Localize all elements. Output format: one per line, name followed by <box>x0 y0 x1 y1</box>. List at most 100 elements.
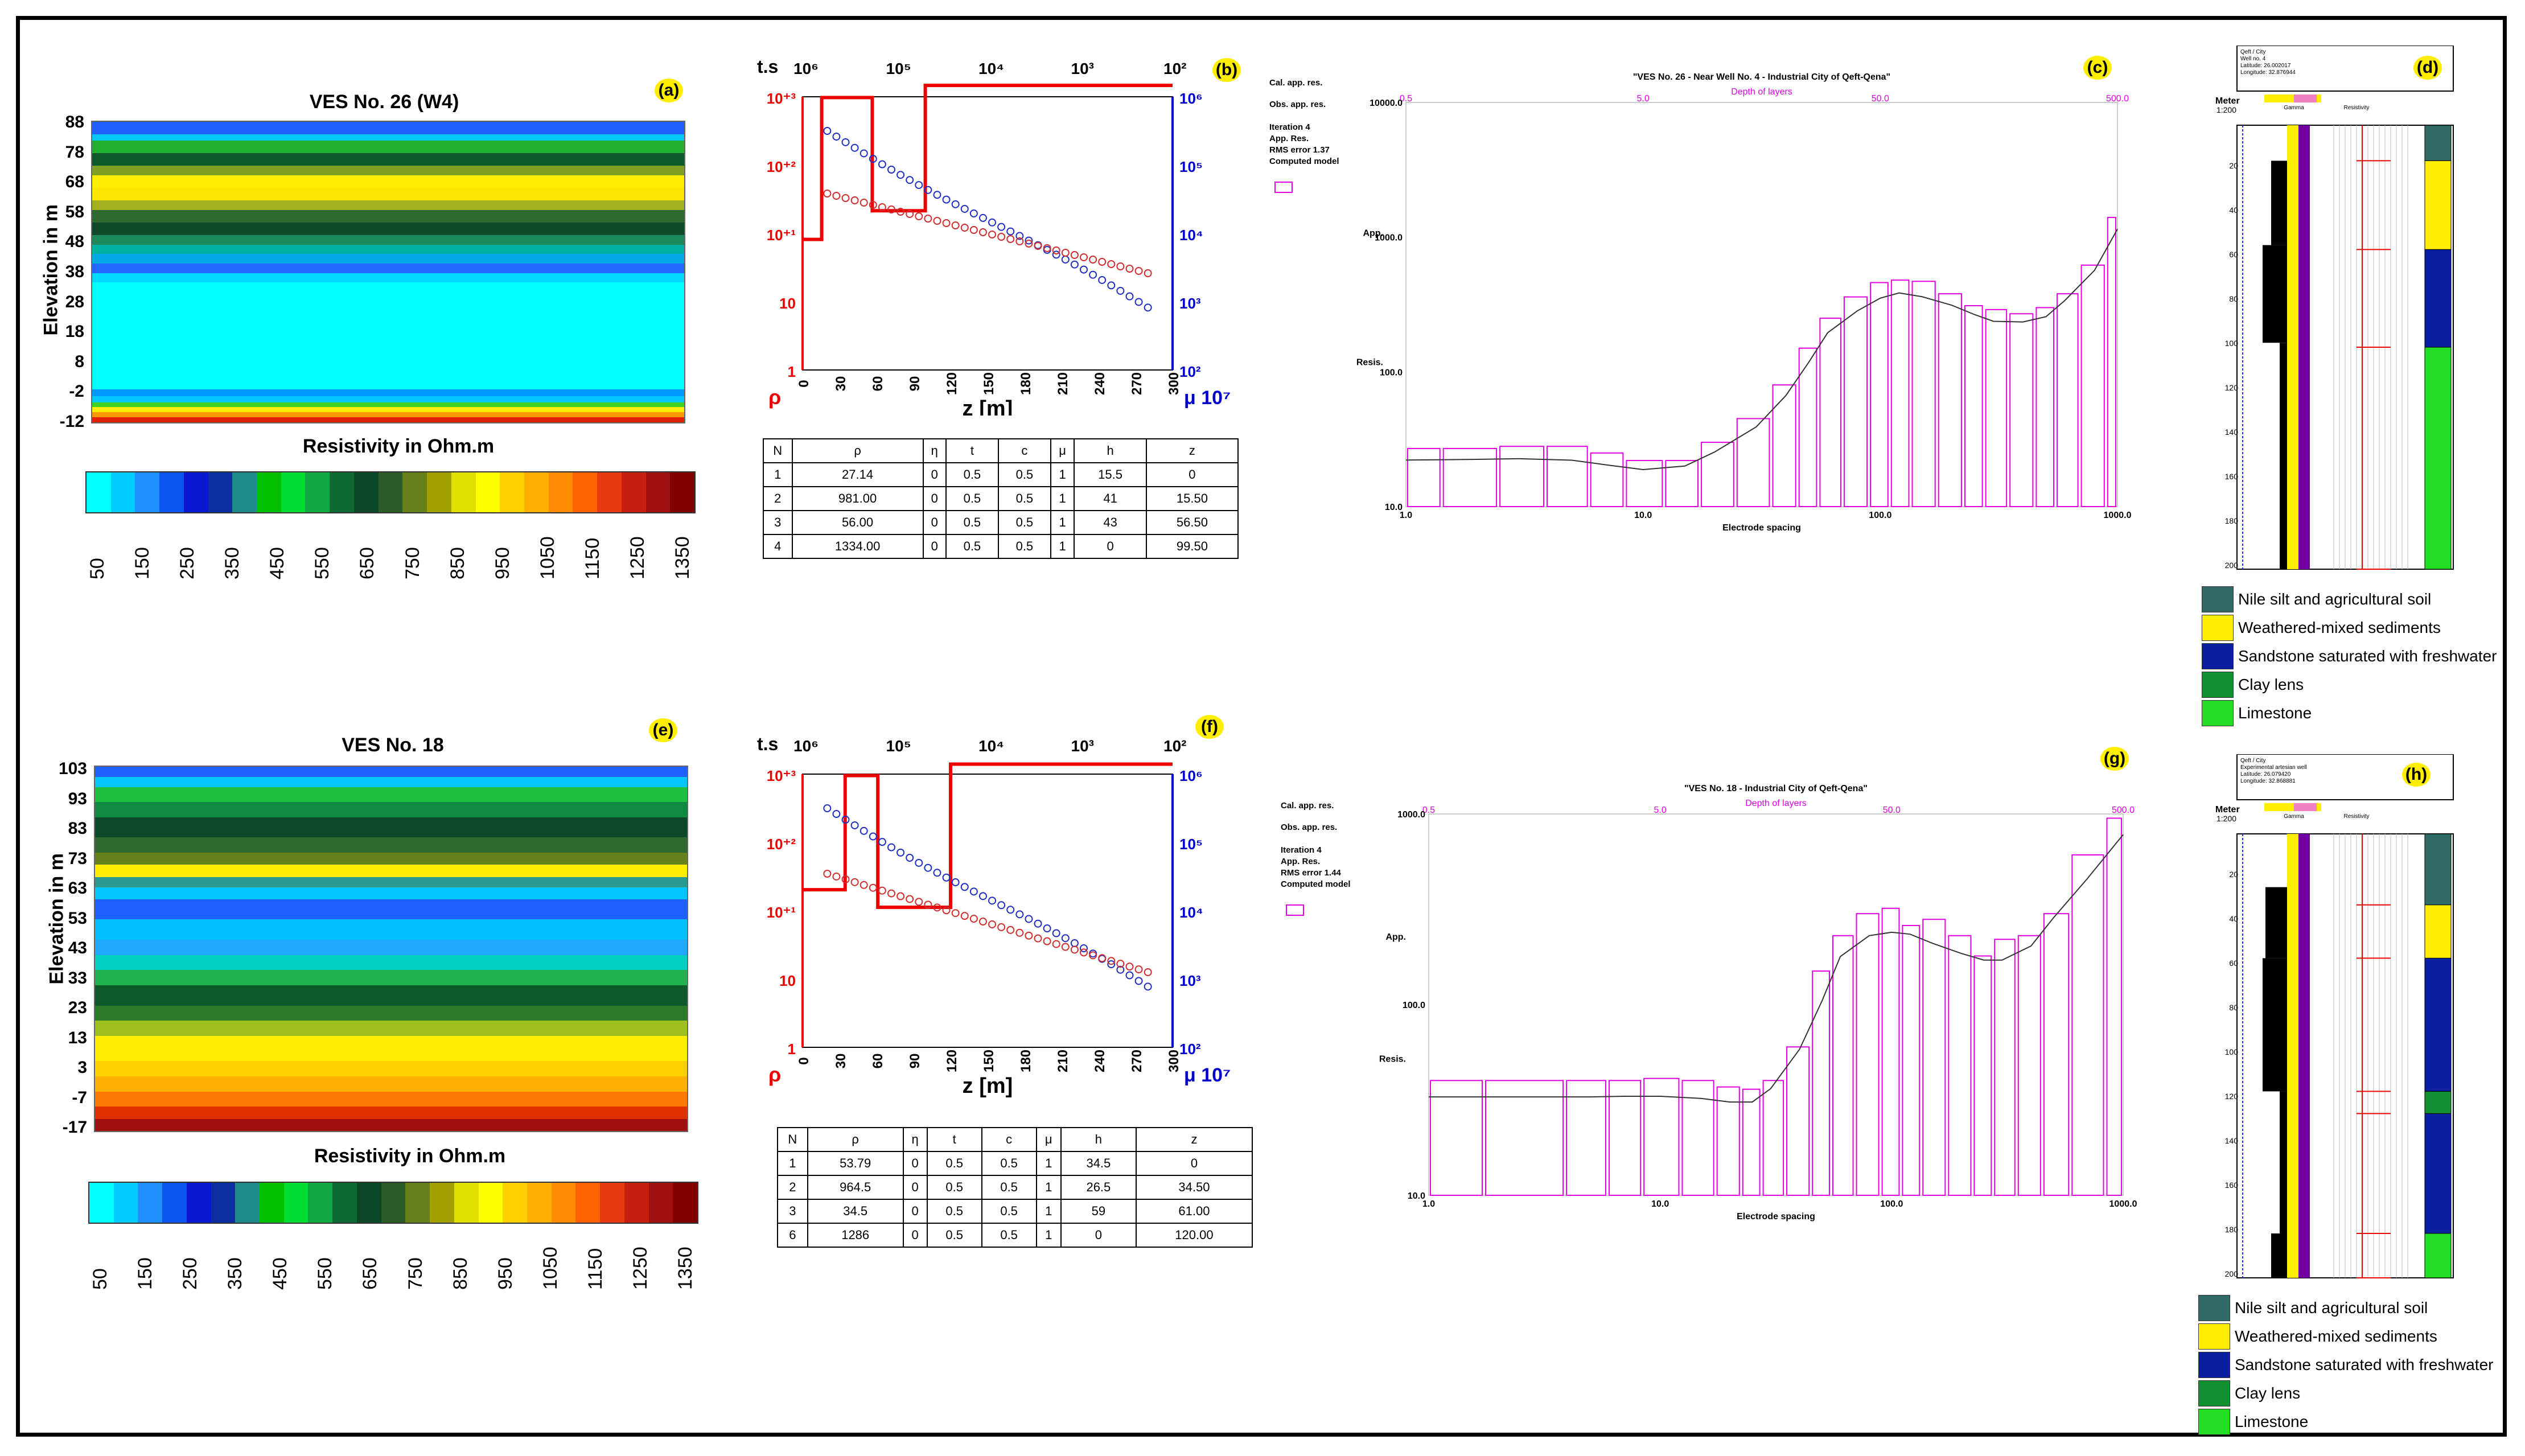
elevation-tick: 43 <box>68 939 87 957</box>
legend-text: RMS error 1.44 <box>1281 868 1342 878</box>
ts-data-point <box>1144 968 1152 976</box>
ts-data-point <box>969 915 978 923</box>
computed-model-bar <box>2071 854 2104 1196</box>
section-band <box>92 122 684 135</box>
mu-data-point <box>951 878 960 887</box>
table-cell: 0.5 <box>981 1199 1037 1224</box>
ts-data-point <box>924 900 932 909</box>
ts-data-point <box>860 199 868 207</box>
section-band <box>95 940 687 955</box>
lithology-column <box>2424 1233 2452 1278</box>
colorbar-swatch <box>260 1183 284 1223</box>
mu-data-point <box>942 195 951 204</box>
legend-label: Limestone <box>2238 704 2312 722</box>
colorbar-tick: 350 <box>224 1257 246 1290</box>
computed-model-bar <box>1994 939 2016 1196</box>
elevation-tick: 103 <box>58 759 87 778</box>
ts-data-point <box>951 909 960 918</box>
colorbar-tick: 1150 <box>584 1248 606 1290</box>
computed-model-bar <box>1742 1088 1761 1196</box>
computed-model-bar <box>1608 1080 1642 1196</box>
mu-data-point <box>869 832 877 841</box>
elevation-tick: 58 <box>65 202 84 221</box>
table-row: 6 1286 0 0.5 0.5 1 0 120.00 <box>777 1223 1253 1248</box>
mu-data-point <box>1006 906 1015 914</box>
table-cell: 99.50 <box>1145 534 1239 559</box>
section-band <box>92 188 684 201</box>
legend-item: Sandstone saturated with freshwater <box>2198 1352 2493 1378</box>
mu-data-point <box>869 155 877 163</box>
ts-data-point <box>1107 260 1116 268</box>
mu-data-point <box>878 160 886 168</box>
table-cell: 2 <box>763 486 793 511</box>
table-cell: 0.5 <box>981 1151 1037 1176</box>
mu-data-point <box>1015 910 1024 919</box>
gamma-trace <box>2263 958 2287 1092</box>
ts-data-point <box>832 872 841 881</box>
computed-model-bar <box>1902 924 1921 1196</box>
table-cell: 0.5 <box>926 1151 982 1176</box>
ts-data-point <box>1043 937 1051 945</box>
colorbar-swatch <box>232 472 257 512</box>
z-tick: 0 <box>796 380 812 387</box>
z-tick: 150 <box>981 372 997 395</box>
section-band <box>95 1118 687 1132</box>
computed-model-bar <box>1938 293 1962 507</box>
elevation-tick: 8 <box>75 352 84 371</box>
computed-model-bar <box>1643 1077 1680 1196</box>
z-tick: 180 <box>1018 372 1034 395</box>
elevation-tick: -17 <box>62 1118 87 1137</box>
elevation-tick: 73 <box>68 849 87 868</box>
ts-tick: 10⁵ <box>886 60 911 77</box>
ts-data-point <box>1080 948 1088 957</box>
table-cell: 1 <box>1050 486 1075 511</box>
computed-model-bar <box>1485 1080 1564 1196</box>
computed-model-bar <box>1911 281 1936 507</box>
mu-label: μ 10⁷ <box>1184 387 1231 409</box>
legend-swatch <box>2198 1295 2230 1321</box>
mu-data-point <box>841 138 850 146</box>
gamma-label: Gamma <box>2284 813 2304 820</box>
mu-tick: 10² <box>1179 363 1201 380</box>
ts-data-point <box>1006 235 1015 243</box>
xlabel: Electrode spacing <box>1722 523 1801 533</box>
depth-tick: 180 <box>2225 1225 2239 1234</box>
colorbar-swatch <box>89 1183 114 1223</box>
colorbar-tick: 650 <box>356 547 379 579</box>
mu-data-point <box>850 143 859 152</box>
computed-model-bar <box>1407 447 1441 508</box>
mu-data-point <box>960 883 969 891</box>
mu-data-point <box>951 200 960 208</box>
ts-label: t.s <box>757 56 778 77</box>
elevation-tick: 78 <box>65 142 84 162</box>
gamma-trace <box>2265 887 2287 959</box>
table-cell: 56.50 <box>1145 510 1239 535</box>
ts-data-point <box>1052 940 1060 948</box>
gamma-yellow-track <box>2287 125 2298 569</box>
ts-data-point <box>988 920 997 928</box>
lithology-column <box>2424 833 2452 906</box>
colorbar-tick: 250 <box>179 1257 201 1290</box>
section-band <box>92 223 684 236</box>
header-text: Qeft / City <box>2240 49 2265 55</box>
colorbar-swatch <box>332 1183 357 1223</box>
ts-data-point <box>924 215 932 223</box>
elevation-tick: 3 <box>77 1058 87 1077</box>
panel-e-colorbar <box>88 1182 698 1224</box>
mu-tick: 10² <box>1179 1040 1201 1058</box>
mu-tick: 10⁴ <box>1179 904 1203 921</box>
legend-swatch <box>2198 1323 2230 1350</box>
elevation-tick: 38 <box>65 262 84 281</box>
lithology-column <box>2424 1091 2452 1114</box>
lithology-column <box>2424 1113 2452 1234</box>
elevation-tick: 28 <box>65 292 84 311</box>
colorbar-swatch <box>451 472 476 512</box>
table-cell: 0.5 <box>981 1175 1037 1200</box>
mu-data-point <box>1116 286 1125 295</box>
mu-data-point <box>1052 250 1060 259</box>
section-band <box>92 134 684 141</box>
legend-swatch <box>2202 586 2234 612</box>
mu-data-point <box>1015 232 1024 240</box>
mu-tick: 10³ <box>1179 295 1201 312</box>
computed-model-bar <box>1890 279 1910 507</box>
